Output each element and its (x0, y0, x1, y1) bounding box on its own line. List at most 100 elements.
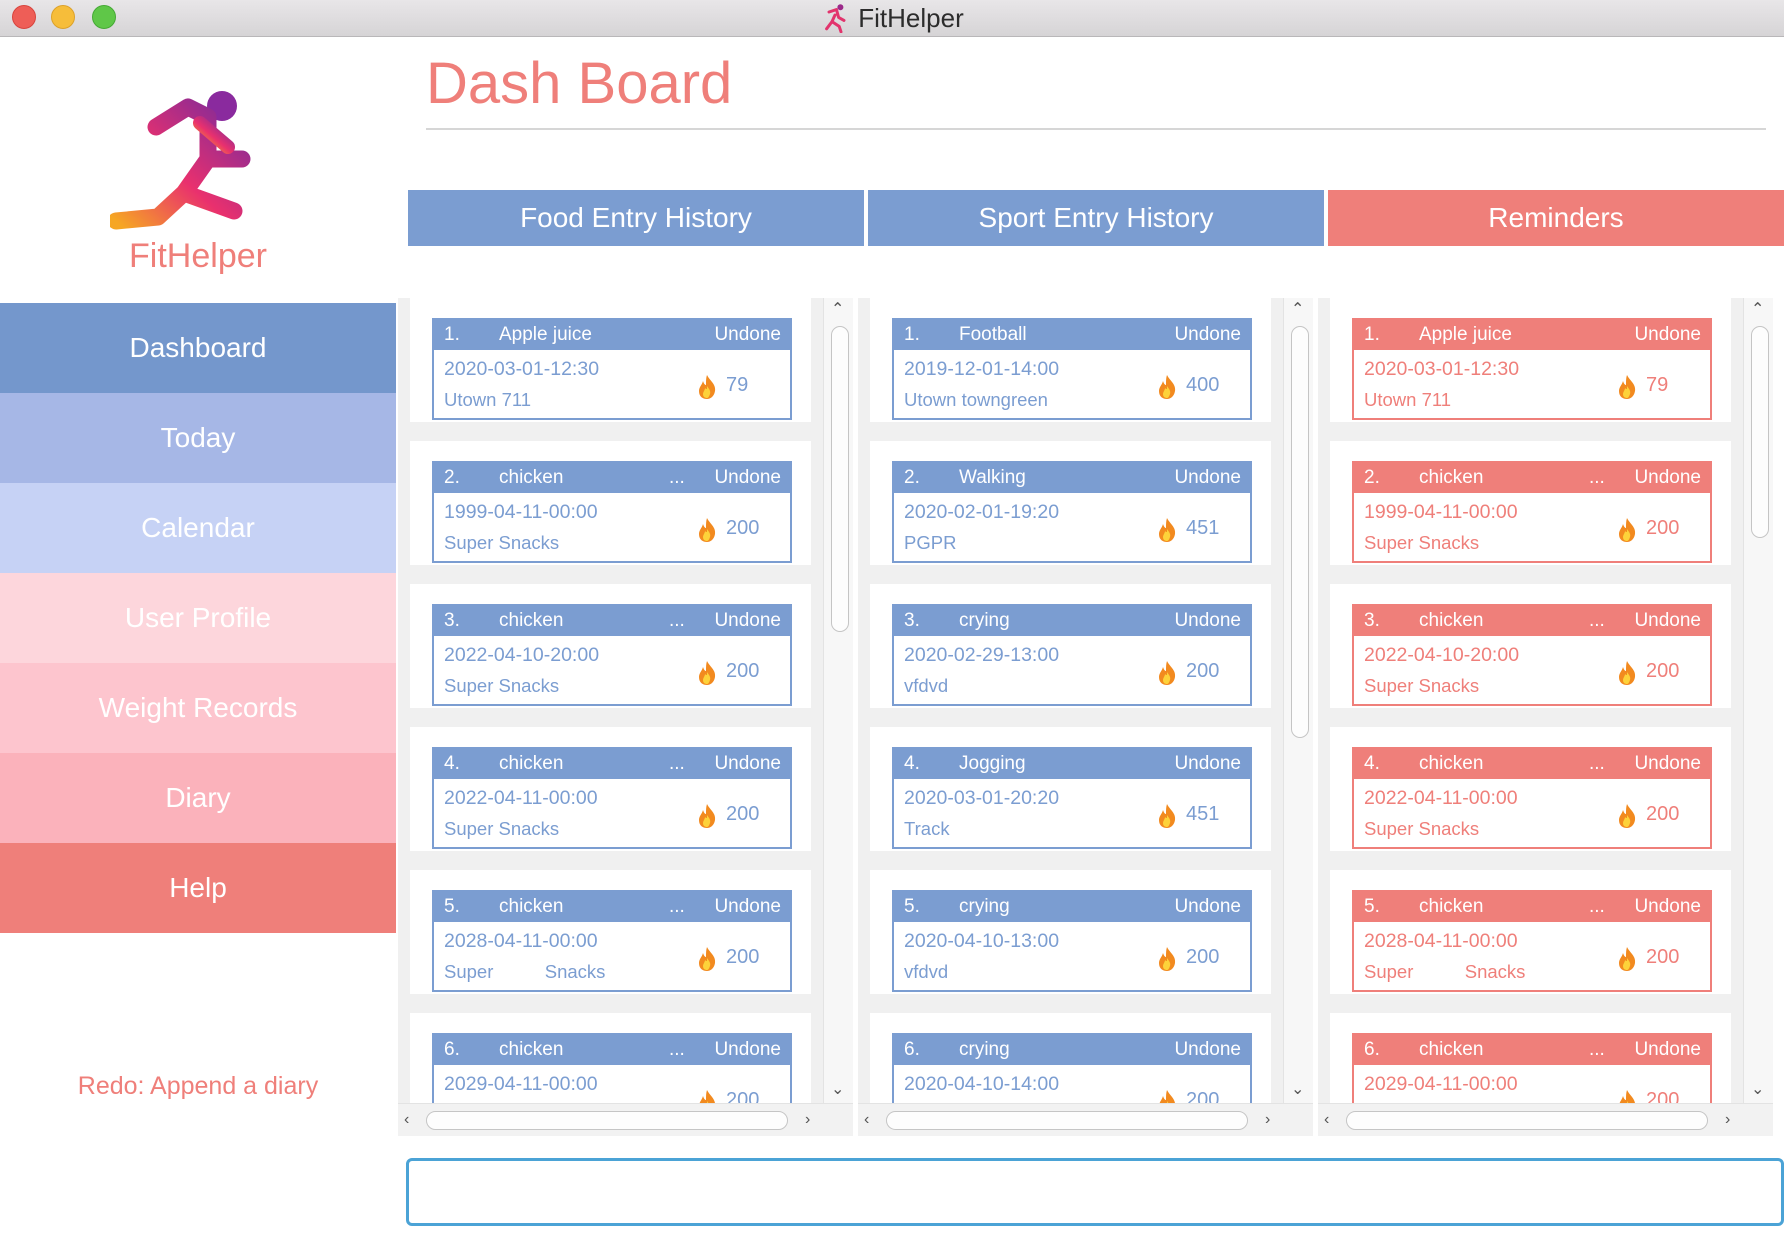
entry-calories: 200 (726, 803, 760, 825)
scroll-down-icon[interactable]: ⌄ (1751, 1081, 1765, 1098)
scroll-thumb[interactable] (426, 1111, 788, 1130)
entry-calories: 200 (726, 660, 760, 682)
scroll-down-icon[interactable]: ⌄ (1291, 1081, 1305, 1098)
entry-status: Undone (1634, 1039, 1701, 1060)
list-item[interactable]: 2. Walking Undone 2020-02-01-19:20 PGPR 451 (870, 441, 1271, 565)
entry-body: 2020-03-01-12:30 Utown 711 79 (434, 350, 790, 418)
entry-card[interactable]: 4. chicken... Undone 2022-04-11-00:00 Super … (1352, 747, 1712, 849)
list-item[interactable]: 1. Apple juice Undone 2020-03-01-12:30 Utown… (410, 298, 811, 422)
entry-card[interactable]: 6. chicken... Undone 2029-04-11-00:00Super.… (1352, 1033, 1712, 1103)
sidebar-item-dashboard[interactable]: Dashboard (0, 303, 396, 393)
list-item[interactable]: 2. chicken... Undone 1999-04-11-00:00 Super … (1330, 441, 1731, 565)
list-item[interactable]: 6. chicken... Undone 2029-04-11-00:00Super.… (1330, 1013, 1731, 1103)
list-item[interactable]: 5. crying Undone 2020-04-10-13:00 vfdvd 200 (870, 870, 1271, 994)
vertical-scrollbar[interactable]: ⌃ ⌄ (823, 298, 853, 1103)
sidebar-item-today[interactable]: Today (0, 393, 396, 483)
list-item[interactable]: 1. Apple juice Undone 2020-03-01-12:30 Utown… (1330, 298, 1731, 422)
entry-card[interactable]: 3. chicken... Undone 2022-04-10-20:00 Super … (432, 604, 792, 706)
entry-card[interactable]: 5. crying Undone 2020-04-10-13:00 vfdvd 200 (892, 890, 1252, 992)
scroll-thumb[interactable] (1291, 326, 1309, 738)
list-item[interactable]: 3. chicken... Undone 2022-04-10-20:00 Super … (410, 584, 811, 708)
list-item[interactable]: 4. chicken... Undone 2022-04-11-00:00 Super … (410, 727, 811, 851)
list-item[interactable]: 1. Football Undone 2019-12-01-14:00 Utown to… (870, 298, 1271, 422)
entry-card[interactable]: 1. Apple juice Undone 2020-03-01-12:30 Utown… (1352, 318, 1712, 420)
entry-card[interactable]: 2. chicken... Undone 1999-04-11-00:00 Super … (1352, 461, 1712, 563)
command-box[interactable] (406, 1158, 1784, 1226)
entry-card[interactable]: 5. chicken... Undone 2028-04-11-00:00 Super … (1352, 890, 1712, 992)
fire-icon (696, 517, 718, 543)
entry-datetime: 2022-04-10-20:00 (1364, 644, 1520, 666)
entry-card[interactable]: 4. Jogging Undone 2020-03-01-20:20 Track 451 (892, 747, 1252, 849)
list-item[interactable]: 6. chicken... Undone 2029-04-11-00:00Super.… (410, 1013, 811, 1103)
list-item[interactable]: 3. chicken... Undone 2022-04-10-20:00 Super … (1330, 584, 1731, 708)
entry-body: 2019-12-01-14:00 Utown towngreen 400 (894, 350, 1250, 418)
tab-sport-entry-history[interactable]: Sport Entry History (868, 190, 1324, 246)
entry-card[interactable]: 5. chicken... Undone 2028-04-11-00:00 Super … (432, 890, 792, 992)
tab-food-entry-history[interactable]: Food Entry History (408, 190, 864, 246)
list-item[interactable]: 3. crying Undone 2020-02-29-13:00 vfdvd 200 (870, 584, 1271, 708)
list-item[interactable]: 5. chicken... Undone 2028-04-11-00:00 Super … (410, 870, 811, 994)
tab-reminders[interactable]: Reminders (1328, 190, 1784, 246)
scroll-thumb[interactable] (1346, 1111, 1708, 1130)
entry-datetime: 2020-02-01-19:20 (904, 501, 1060, 523)
scroll-left-icon[interactable]: ‹ (864, 1111, 870, 1128)
sidebar-item-weight-records[interactable]: Weight Records (0, 663, 396, 753)
entry-name: Jogging (959, 753, 1026, 774)
close-button[interactable] (12, 5, 36, 29)
entry-card[interactable]: 4. chicken... Undone 2022-04-11-00:00 Super … (432, 747, 792, 849)
entry-name: chicken (1419, 610, 1484, 631)
entry-index: 3. (904, 610, 920, 631)
entry-name: crying (959, 1039, 1010, 1060)
list-item[interactable]: 5. chicken... Undone 2028-04-11-00:00 Super … (1330, 870, 1731, 994)
zoom-button[interactable] (92, 5, 116, 29)
entry-card[interactable]: 1. Football Undone 2019-12-01-14:00 Utown to… (892, 318, 1252, 420)
horizontal-scrollbar[interactable]: ‹ › (1318, 1103, 1773, 1136)
entry-status: Undone (1174, 753, 1241, 774)
entry-location: Track (904, 818, 950, 839)
command-input[interactable] (409, 1161, 1781, 1223)
horizontal-scrollbar[interactable]: ‹ › (858, 1103, 1313, 1136)
sidebar-item-diary[interactable]: Diary (0, 753, 396, 843)
scroll-left-icon[interactable]: ‹ (404, 1111, 410, 1128)
entry-body: 2020-02-29-13:00 vfdvd 200 (894, 636, 1250, 704)
sidebar-item-help[interactable]: Help (0, 843, 396, 933)
entry-name: Walking (959, 467, 1026, 488)
entry-datetime: 2028-04-11-00:00 (444, 930, 598, 952)
scroll-right-icon[interactable]: › (805, 1111, 811, 1128)
entry-datetime: 2020-03-01-12:30 (1364, 358, 1520, 380)
entry-card[interactable]: 3. chicken... Undone 2022-04-10-20:00 Super … (1352, 604, 1712, 706)
sidebar-item-calendar[interactable]: Calendar (0, 483, 396, 573)
scroll-thumb[interactable] (1751, 326, 1769, 538)
entry-more: ... (1589, 467, 1605, 488)
entry-card[interactable]: 2. Walking Undone 2020-02-01-19:20 PGPR 451 (892, 461, 1252, 563)
minimize-button[interactable] (51, 5, 75, 29)
list-item[interactable]: 4. Jogging Undone 2020-03-01-20:20 Track 451 (870, 727, 1271, 851)
scroll-right-icon[interactable]: › (1725, 1111, 1731, 1128)
scroll-thumb[interactable] (886, 1111, 1248, 1130)
entry-card[interactable]: 6. chicken... Undone 2029-04-11-00:00Super.… (432, 1033, 792, 1103)
scroll-down-icon[interactable]: ⌄ (831, 1081, 845, 1098)
entry-location: Super Snacks (1364, 961, 1526, 982)
entry-more: ... (1589, 1039, 1605, 1060)
entry-card[interactable]: 2. chicken... Undone 1999-04-11-00:00 Super … (432, 461, 792, 563)
fire-icon (1156, 660, 1178, 686)
scroll-up-icon[interactable]: ⌃ (831, 301, 845, 318)
scroll-thumb[interactable] (831, 326, 849, 632)
scroll-left-icon[interactable]: ‹ (1324, 1111, 1330, 1128)
horizontal-scrollbar[interactable]: ‹ › (398, 1103, 853, 1136)
sidebar-item-user-profile[interactable]: User Profile (0, 573, 396, 663)
entry-name: chicken (1419, 1039, 1484, 1060)
scroll-right-icon[interactable]: › (1265, 1111, 1271, 1128)
vertical-scrollbar[interactable]: ⌃ ⌄ (1283, 298, 1313, 1103)
scroll-up-icon[interactable]: ⌃ (1751, 301, 1765, 318)
entry-card[interactable]: 3. crying Undone 2020-02-29-13:00 vfdvd 200 (892, 604, 1252, 706)
list-item[interactable]: 4. chicken... Undone 2022-04-11-00:00 Super … (1330, 727, 1731, 851)
vertical-scrollbar[interactable]: ⌃ ⌄ (1743, 298, 1773, 1103)
entry-card[interactable]: 1. Apple juice Undone 2020-03-01-12:30 Utown… (432, 318, 792, 420)
scroll-up-icon[interactable]: ⌃ (1291, 301, 1305, 318)
list-item[interactable]: 2. chicken... Undone 1999-04-11-00:00 Super … (410, 441, 811, 565)
entry-index: 2. (1364, 467, 1380, 488)
